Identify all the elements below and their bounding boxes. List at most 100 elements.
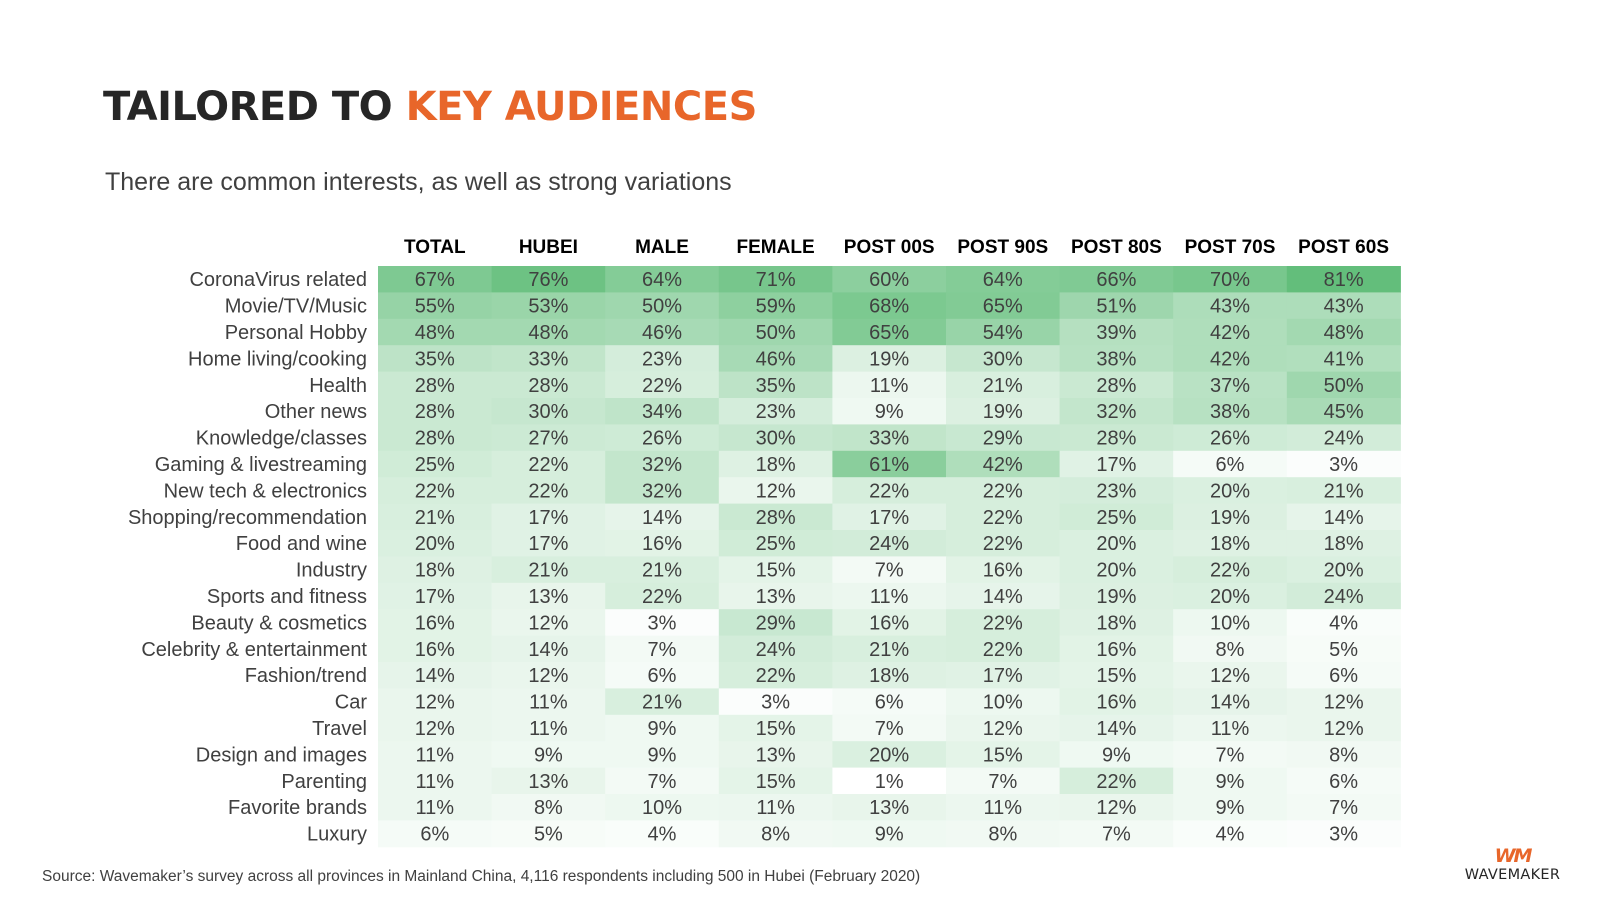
cell-value: 34% (642, 401, 682, 423)
heatmap-cell (605, 371, 720, 399)
cell-value: 70% (1210, 269, 1250, 291)
heatmap-cell (1286, 741, 1401, 769)
cell-value: 4% (1329, 612, 1358, 634)
heatmap-cell (946, 424, 1061, 452)
cell-value: 6% (1329, 771, 1358, 793)
heatmap-cell (1059, 345, 1174, 373)
cell-value: 22% (528, 480, 568, 502)
heatmap-cell (605, 741, 720, 769)
cell-value: 22% (983, 612, 1023, 634)
cell-value: 16% (1096, 639, 1136, 661)
heatmap-cell (832, 741, 947, 769)
cell-value: 28% (1096, 375, 1136, 397)
heatmap-cell (1173, 266, 1288, 293)
heatmap-cell (378, 530, 493, 557)
row-label: Gaming & livestreaming (155, 454, 367, 476)
heatmap-cell (378, 820, 493, 848)
heatmap-cell (378, 688, 493, 716)
heatmap-cell (378, 398, 493, 425)
cell-value: 18% (756, 454, 796, 476)
cell-value: 14% (528, 639, 568, 661)
cell-value: 76% (528, 269, 568, 291)
heatmap-cell (605, 609, 720, 637)
cell-value: 11% (1211, 718, 1250, 740)
heatmap-cell (1286, 450, 1401, 478)
cell-value: 15% (756, 718, 796, 740)
cell-value: 18% (1210, 533, 1250, 555)
heatmap-cell (605, 398, 720, 425)
cell-value: 14% (1210, 692, 1250, 714)
cell-value: 13% (869, 797, 909, 819)
heatmap-cell (1173, 503, 1288, 531)
slide-subtitle: There are common interests, as well as s… (105, 168, 732, 196)
cell-value: 9% (534, 744, 563, 766)
heatmap-cell (491, 794, 606, 821)
cell-value: 28% (756, 507, 796, 529)
cell-value: 25% (756, 533, 796, 555)
cell-value: 11% (756, 797, 795, 819)
heatmap-cell (1059, 767, 1174, 795)
heatmap-cell (378, 794, 493, 821)
cell-value: 28% (528, 375, 568, 397)
heatmap-cell (1286, 714, 1401, 742)
cell-value: 46% (756, 348, 796, 370)
column-header: HUBEI (519, 237, 578, 258)
cell-value: 60% (869, 269, 909, 291)
row-label: Industry (296, 560, 367, 582)
heatmap-cell (491, 292, 606, 320)
cell-value: 3% (761, 692, 790, 714)
heatmap-cell (1286, 530, 1401, 557)
heatmap-cell (946, 477, 1061, 505)
heatmap-cell (378, 371, 493, 399)
cell-value: 55% (415, 296, 455, 318)
heatmap-cell (718, 820, 833, 848)
heatmap-cell (605, 266, 720, 293)
cell-value: 30% (756, 428, 796, 450)
cell-value: 45% (1324, 401, 1364, 423)
cell-value: 24% (869, 533, 909, 555)
heatmap-cell (832, 582, 947, 610)
heatmap-cell (491, 371, 606, 399)
heatmap-cell (946, 794, 1061, 821)
cell-value: 7% (1102, 824, 1131, 846)
heatmap-cell (832, 266, 947, 293)
cell-value: 23% (642, 348, 682, 370)
cell-value: 22% (1210, 560, 1250, 582)
cell-value: 28% (1096, 428, 1136, 450)
heatmap-cell (491, 556, 606, 584)
cell-value: 22% (869, 480, 909, 502)
heatmap-cell (378, 477, 493, 505)
cell-value: 11% (416, 771, 455, 793)
cell-value: 20% (1210, 480, 1250, 502)
cell-value: 42% (983, 454, 1023, 476)
cell-value: 14% (642, 507, 682, 529)
heatmap-cell (946, 820, 1061, 848)
cell-value: 13% (756, 586, 796, 608)
cell-value: 20% (1210, 586, 1250, 608)
heatmap-cell (718, 503, 833, 531)
cell-value: 54% (983, 322, 1023, 344)
cell-value: 26% (642, 428, 682, 450)
heatmap-cell (718, 582, 833, 610)
heatmap-cell (491, 424, 606, 452)
heatmap-cell (1173, 556, 1288, 584)
cell-value: 10% (642, 797, 682, 819)
cell-value: 16% (415, 612, 455, 634)
heatmap-cell (1059, 398, 1174, 425)
heatmap-cell (1286, 582, 1401, 610)
heatmap-cell (605, 503, 720, 531)
cell-value: 25% (415, 454, 455, 476)
cell-value: 1% (875, 771, 904, 793)
heatmap-cell (718, 635, 833, 663)
heatmap-cell (946, 582, 1061, 610)
heatmap-cell (1286, 398, 1401, 425)
cell-value: 81% (1324, 269, 1364, 291)
heatmap-cell (1286, 662, 1401, 689)
heatmap-cell (491, 318, 606, 346)
cell-value: 68% (869, 296, 909, 318)
cell-value: 17% (1096, 454, 1136, 476)
heatmap-cell (1059, 609, 1174, 637)
cell-value: 50% (642, 296, 682, 318)
cell-value: 9% (875, 401, 904, 423)
title-part-accent: KEY AUDIENCES (405, 84, 758, 130)
